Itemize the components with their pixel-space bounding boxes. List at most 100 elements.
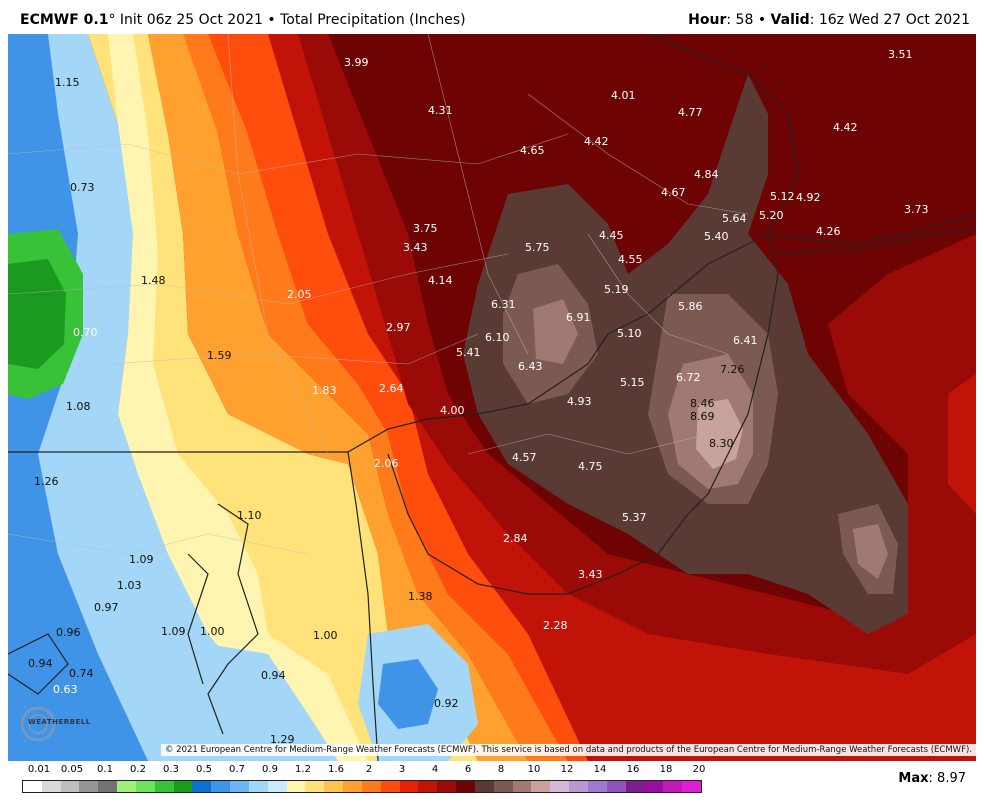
model-name: ECMWF 0.1 <box>20 12 109 28</box>
legend-label: 0.7 <box>229 764 245 775</box>
product-name: Total Precipitation (Inches) <box>280 12 466 28</box>
precip-value: 4.65 <box>520 144 545 157</box>
precip-value: 5.15 <box>620 376 645 389</box>
precip-value: 7.26 <box>720 363 745 376</box>
precip-value: 0.73 <box>70 181 95 194</box>
precip-value: 4.42 <box>833 121 858 134</box>
precip-value: 2.84 <box>503 532 528 545</box>
legend-swatch <box>681 781 701 792</box>
precip-value: 4.75 <box>578 460 603 473</box>
legend-swatch <box>437 781 457 792</box>
legend-swatch <box>456 781 475 792</box>
legend-label: 18 <box>659 764 673 775</box>
legend-label: 1.6 <box>328 764 344 775</box>
precip-value: 4.55 <box>618 253 643 266</box>
state-borders <box>8 34 976 761</box>
precip-value: 5.86 <box>678 300 703 313</box>
legend-swatch <box>211 781 231 792</box>
precip-value: 6.43 <box>518 360 543 373</box>
field-darkgreen-west <box>8 259 66 369</box>
precip-value: 0.74 <box>69 667 94 680</box>
precip-value: 5.37 <box>622 511 647 524</box>
precip-value: 1.09 <box>161 625 186 638</box>
max-label: Max <box>898 771 929 786</box>
precip-value: 8.30 <box>709 437 734 450</box>
legend-swatch <box>644 781 664 792</box>
legend-label: 1.2 <box>295 764 311 775</box>
precip-value: 3.43 <box>403 241 428 254</box>
legend-swatch <box>117 781 136 792</box>
valid-label: Valid <box>770 12 810 28</box>
precip-value: 2.97 <box>386 321 411 334</box>
degree-symbol: ° <box>108 12 116 28</box>
precip-value: 1.08 <box>66 400 91 413</box>
precip-value: 0.63 <box>53 683 78 696</box>
legend-swatch <box>493 781 513 792</box>
precip-value: 0.97 <box>94 601 119 614</box>
max-value: Max: 8.97 <box>898 771 966 786</box>
legend-swatch <box>663 781 682 792</box>
field-redorange <box>208 34 588 761</box>
precip-value: 6.91 <box>566 311 591 324</box>
precip-value: 0.92 <box>434 697 459 710</box>
precip-value-labels: 1.15 3.99 3.51 4.31 4.01 4.77 4.42 4.65 4.42 0.73… <box>28 48 929 746</box>
legend-label: 0.01 <box>27 764 51 775</box>
precip-value: 1.48 <box>141 274 166 287</box>
precip-value: 5.64 <box>722 212 747 225</box>
legend-label: 0.2 <box>130 764 146 775</box>
map-title: ECMWF 0.1° Init 06z 25 Oct 2021 • Total … <box>20 12 466 28</box>
weatherbell-logo <box>14 700 100 746</box>
valid-value: 16z Wed 27 Oct 2021 <box>818 12 970 28</box>
legend-label: 10 <box>527 764 541 775</box>
legend-swatch <box>343 781 362 792</box>
legend-swatch <box>79 781 99 792</box>
precip-value: 5.40 <box>704 230 729 243</box>
precip-value: 1.59 <box>207 349 232 362</box>
legend-label: 20 <box>692 764 706 775</box>
legend-swatch <box>606 781 626 792</box>
precip-value: 1.15 <box>55 76 80 89</box>
legend-label: 4 <box>431 764 439 775</box>
legend-color-bar <box>22 780 702 793</box>
precip-value: 2.64 <box>379 382 404 395</box>
precip-value: 1.09 <box>129 553 154 566</box>
legend-swatch <box>569 781 588 792</box>
precip-value: 1.00 <box>313 629 338 642</box>
legend-swatch <box>512 781 532 792</box>
precip-value: 5.12 <box>770 190 795 203</box>
logo-text: WEATHERBELL <box>28 718 91 726</box>
field-ne-brown2 <box>853 524 888 579</box>
legend-swatch <box>587 781 607 792</box>
precip-value: 4.45 <box>599 229 624 242</box>
precip-value: 8.46 <box>690 397 715 410</box>
legend-label: 0.5 <box>196 764 212 775</box>
precip-value: 4.01 <box>611 89 636 102</box>
precipitation-map[interactable]: 1.15 3.99 3.51 4.31 4.01 4.77 4.42 4.65 4.42 0.73… <box>8 34 976 761</box>
legend-swatch <box>474 781 494 792</box>
legend-swatch <box>248 781 268 792</box>
legend-swatch <box>135 781 155 792</box>
precip-value: 1.26 <box>34 475 59 488</box>
precip-value: 4.67 <box>661 186 686 199</box>
field-lightblue-west <box>38 34 268 761</box>
legend-swatch <box>324 781 344 792</box>
precip-value: 2.05 <box>287 288 312 301</box>
max-number: 8.97 <box>937 771 966 786</box>
precip-value: 4.92 <box>796 191 821 204</box>
legend-label: 0.3 <box>163 764 179 775</box>
precip-value: 1.10 <box>237 509 262 522</box>
legend-label: 12 <box>560 764 574 775</box>
copyright-notice: © 2021 European Centre for Medium-Range … <box>160 744 976 756</box>
legend-label: 16 <box>626 764 640 775</box>
field-se-lightblue <box>148 634 338 761</box>
precip-value: 3.73 <box>904 203 929 216</box>
precip-value: 5.20 <box>759 209 784 222</box>
precip-value: 4.57 <box>512 451 537 464</box>
legend-swatch <box>267 781 287 792</box>
title-bullet-2: • <box>757 12 767 28</box>
legend-swatch <box>550 781 570 792</box>
legend-swatch <box>173 781 193 792</box>
precip-value: 0.94 <box>28 657 53 670</box>
field-darkorange <box>183 34 568 761</box>
legend-swatch <box>531 781 551 792</box>
